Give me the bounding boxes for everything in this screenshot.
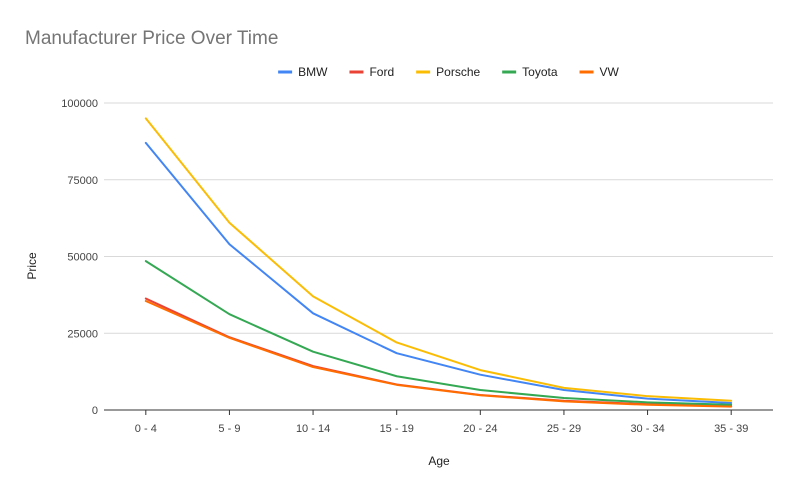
- chart-title: Manufacturer Price Over Time: [25, 28, 278, 49]
- legend-item-bmw: BMW: [278, 65, 328, 79]
- series-lines: [144, 117, 733, 408]
- x-tick-label: 0 - 4: [135, 423, 157, 435]
- y-tick-label: 75000: [67, 175, 98, 187]
- y-tick-label: 0: [92, 405, 98, 417]
- y-axis-ticks: 0 25000 50000 75000 100000: [61, 98, 98, 417]
- series-line-bmw: [144, 141, 733, 404]
- x-tick-label: 30 - 34: [630, 423, 664, 435]
- legend-item-porsche: Porsche: [416, 65, 480, 79]
- x-tick-label: 5 - 9: [218, 423, 240, 435]
- legend-label: Toyota: [522, 65, 558, 79]
- x-tick-label: 20 - 24: [463, 423, 497, 435]
- legend-label: Ford: [369, 65, 394, 79]
- series-line-vw: [144, 300, 733, 408]
- x-tick-label: 35 - 39: [714, 423, 748, 435]
- legend: BMW Ford Porsche Toyota VW: [278, 65, 620, 79]
- legend-item-ford: Ford: [349, 65, 394, 79]
- legend-item-vw: VW: [579, 65, 620, 79]
- x-axis-title: Age: [428, 454, 450, 468]
- x-tick-label: 25 - 29: [547, 423, 581, 435]
- x-tick-label: 15 - 19: [380, 423, 414, 435]
- legend-label: VW: [600, 65, 620, 79]
- gridlines: [104, 102, 773, 334]
- y-axis-title: Price: [25, 252, 39, 280]
- x-axis: 0 - 4 5 - 9 10 - 14 15 - 19 20 - 24 25 - 29 30…: [104, 409, 773, 435]
- x-tick-label: 10 - 14: [296, 423, 330, 435]
- legend-label: Porsche: [436, 65, 480, 79]
- series-line-toyota: [144, 260, 733, 406]
- y-tick-label: 25000: [67, 328, 98, 340]
- y-tick-label: 50000: [67, 252, 98, 264]
- legend-item-toyota: Toyota: [502, 65, 558, 79]
- y-tick-label: 100000: [61, 98, 98, 110]
- legend-label: BMW: [298, 65, 328, 79]
- series-line-porsche: [144, 117, 733, 402]
